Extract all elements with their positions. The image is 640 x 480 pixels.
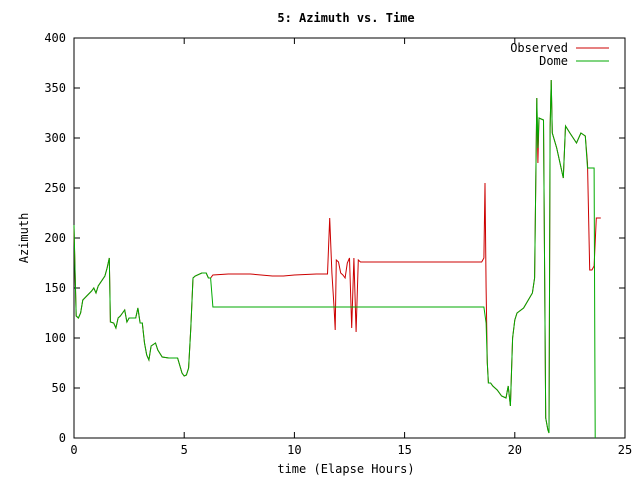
y-tick-label: 0 (59, 431, 66, 445)
x-tick-label: 20 (508, 443, 522, 457)
y-tick-label: 400 (44, 31, 66, 45)
y-tick-label: 150 (44, 281, 66, 295)
x-tick-label: 5 (181, 443, 188, 457)
y-tick-label: 50 (52, 381, 66, 395)
series-line-observed (73, 79, 601, 434)
x-tick-label: 0 (70, 443, 77, 457)
legend: Observed Dome (510, 41, 609, 68)
y-tick-label: 350 (44, 81, 66, 95)
series-line-dome (73, 79, 596, 439)
legend-label-observed: Observed (510, 41, 568, 55)
series-layer (73, 79, 601, 439)
y-tick-label: 100 (44, 331, 66, 345)
y-axis-label: Azimuth (17, 213, 31, 264)
y-tick-label: 200 (44, 231, 66, 245)
plot-frame (73, 37, 626, 439)
x-tick-label: 10 (287, 443, 301, 457)
x-axis: 0 5 10 15 20 25 (70, 38, 632, 457)
y-tick-label: 250 (44, 181, 66, 195)
x-tick-label: 15 (397, 443, 411, 457)
chart-title: 5: Azimuth vs. Time (277, 11, 414, 25)
x-axis-label: time (Elapse Hours) (277, 462, 414, 476)
x-tick-label: 25 (618, 443, 632, 457)
y-tick-label: 300 (44, 131, 66, 145)
y-axis: 0 50 100 150 200 250 300 350 400 (44, 31, 625, 445)
legend-label-dome: Dome (539, 54, 568, 68)
